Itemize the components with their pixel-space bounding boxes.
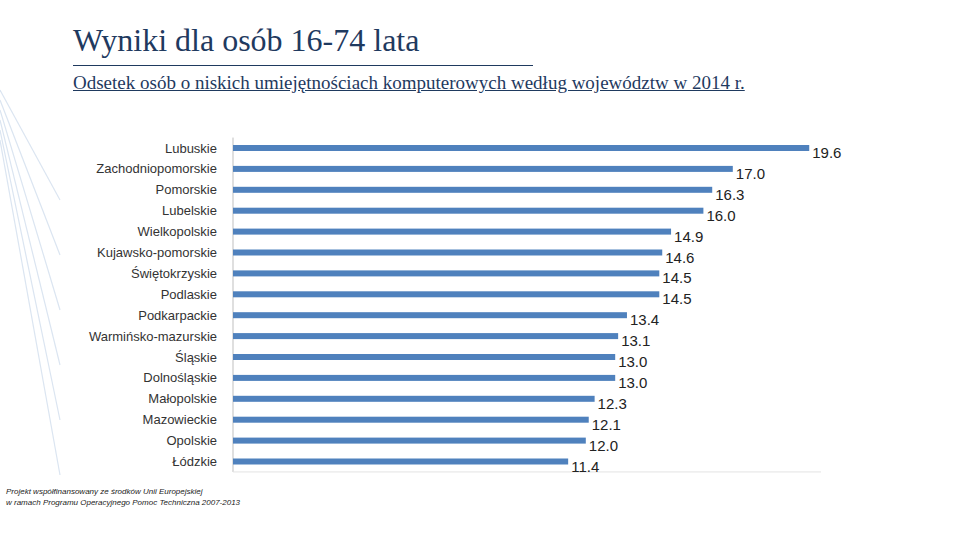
category-label: Świętokrzyskie	[131, 266, 217, 281]
title-rule	[73, 65, 533, 66]
category-label: Warmińsko-mazurskie	[89, 329, 217, 344]
category-label: Opolskie	[166, 433, 217, 448]
data-label: 16.3	[715, 186, 744, 203]
data-label: 12.3	[598, 395, 627, 412]
category-label: Śląskie	[175, 350, 217, 365]
deco-line	[0, 90, 60, 200]
category-label: Dolnośląskie	[143, 370, 217, 385]
bar	[233, 145, 809, 151]
data-label: 11.4	[571, 458, 599, 475]
bar	[233, 459, 568, 465]
category-label: Lubelskie	[162, 203, 217, 218]
data-label: 13.4	[630, 311, 659, 328]
bar	[233, 354, 615, 360]
bar	[233, 208, 703, 214]
category-label: Pomorskie	[156, 182, 217, 197]
bars	[233, 145, 809, 465]
category-label: Lubuskie	[165, 141, 217, 156]
data-label: 14.9	[674, 228, 703, 245]
category-label: Kujawsko-pomorskie	[97, 245, 217, 260]
category-label: Mazowieckie	[143, 412, 217, 427]
data-label: 14.5	[662, 290, 691, 307]
data-label: 12.0	[589, 437, 618, 454]
bar	[233, 375, 615, 381]
category-label: Łódzkie	[172, 454, 217, 469]
bar	[233, 250, 662, 256]
deco-line	[0, 120, 60, 365]
footer-line: Projekt współfinansowany ze środków Unii…	[6, 487, 203, 496]
data-label: 13.0	[618, 353, 647, 370]
decoration	[0, 90, 60, 475]
title: Wyniki dla osób 16-74 lata	[73, 22, 419, 59]
footer-line: w ramach Programu Operacyjnego Pomoc Tec…	[6, 498, 240, 507]
data-label: 13.1	[621, 332, 650, 349]
bar	[233, 291, 659, 297]
bar	[233, 312, 627, 318]
deco-line	[0, 110, 60, 310]
bar	[233, 396, 595, 402]
data-label: 14.6	[665, 249, 694, 266]
bar	[233, 187, 712, 193]
data-label: 14.5	[662, 269, 691, 286]
bar	[233, 270, 659, 276]
data-label: 13.0	[618, 374, 647, 391]
category-label: Wielkopolskie	[138, 224, 217, 239]
category-label: Podlaskie	[161, 287, 217, 302]
data-label: 16.0	[706, 207, 735, 224]
data-label: 12.1	[592, 416, 621, 433]
deco-line	[0, 140, 60, 475]
category-label: Małopolskie	[148, 391, 217, 406]
bar	[233, 333, 618, 339]
data-label: 17.0	[736, 165, 765, 182]
bar	[233, 417, 589, 423]
deco-line	[0, 130, 60, 420]
subtitle: Odsetek osób o niskich umiejętnościach k…	[73, 72, 893, 94]
x-range-line	[233, 471, 821, 472]
category-label: Podkarpackie	[138, 308, 217, 323]
category-label: Zachodniopomorskie	[96, 161, 217, 176]
bar	[233, 166, 733, 172]
labels: Lubuskie 19.6 Zachodniopomorskie 17.0 Pomors…	[89, 141, 842, 475]
data-label: 19.6	[812, 144, 841, 161]
bar	[233, 229, 671, 235]
deco-line	[0, 100, 60, 255]
bar	[233, 438, 586, 444]
